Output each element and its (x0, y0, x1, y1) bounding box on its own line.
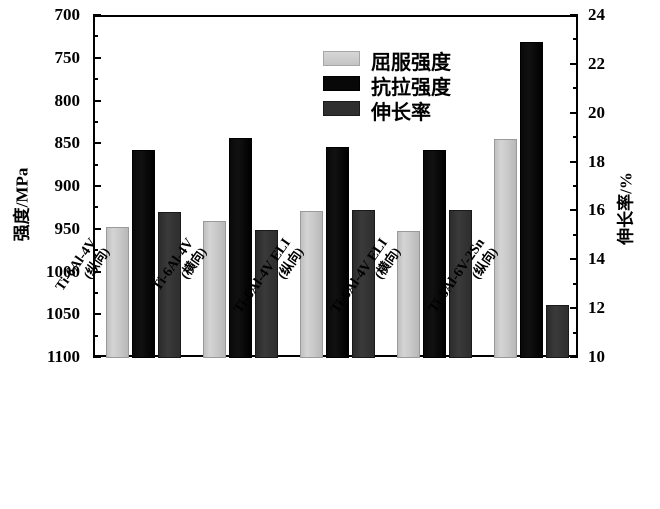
y-minor-tick-left (93, 120, 98, 123)
y-minor-tick-left (93, 334, 98, 337)
y-minor-tick-right (573, 331, 578, 334)
y-tick-right (570, 209, 578, 212)
bar-yield-strength (300, 211, 323, 358)
y-minor-tick-right (573, 185, 578, 187)
bar-yield-strength (494, 139, 517, 358)
y-tick-label-left: 700 (54, 5, 81, 24)
tensile-swatch-icon (323, 76, 360, 91)
elongation-swatch-icon (323, 101, 360, 116)
bar-tensile-strength (229, 138, 252, 358)
y-tick-label-right: 20 (588, 102, 605, 122)
y-tick-left (93, 270, 101, 273)
y-tick-label-right: 14 (588, 249, 605, 269)
y-tick-left (93, 56, 101, 59)
y-minor-tick-right (573, 282, 578, 285)
y-minor-tick-left (93, 163, 98, 166)
bar-tensile-strength (326, 146, 349, 358)
y-tick-left (93, 227, 101, 230)
y-tick-left (93, 185, 101, 187)
bar-tensile-strength (423, 149, 446, 358)
y-tick-left (93, 356, 101, 358)
bar-elongation (546, 305, 569, 358)
y-tick-right (570, 356, 578, 358)
y-tick-label-left: 900 (54, 176, 81, 195)
bar-elongation (255, 229, 278, 358)
y-tick-label-right: 10 (588, 347, 605, 366)
y-minor-tick-right (573, 233, 578, 236)
y-axis-left-title: 强度/MPa (12, 167, 32, 242)
y-tick-label-left: 750 (54, 47, 81, 67)
yield-swatch-icon (323, 51, 360, 66)
y-minor-tick-left (93, 78, 98, 81)
y-minor-tick-right (573, 87, 578, 90)
y-tick-label-left: 850 (54, 133, 81, 153)
y-tick-label-left: 1100 (46, 347, 80, 366)
y-minor-tick-left (93, 291, 98, 294)
y-minor-tick-left (93, 249, 98, 252)
legend-label-elongation: 伸长率 (371, 100, 431, 124)
y-tick-left (93, 313, 101, 316)
y-tick-label-right: 22 (588, 53, 605, 73)
bar-yield-strength (397, 230, 420, 358)
y-tick-left (93, 142, 101, 145)
bar-yield-strength (106, 227, 129, 358)
legend-label-tensile: 抗拉强度 (371, 75, 451, 99)
y-tick-label-right: 24 (588, 5, 605, 24)
y-tick-label-left: 1000 (46, 261, 80, 281)
bar-yield-strength (203, 221, 226, 358)
bar-tensile-strength (520, 41, 543, 358)
y-tick-label-right: 18 (588, 151, 605, 171)
bar-elongation (158, 212, 181, 358)
y-tick-right (570, 307, 578, 310)
y-tick-label-left: 1050 (46, 304, 80, 324)
bar-tensile-strength (132, 149, 155, 358)
y-tick-right (570, 14, 578, 16)
y-tick-right (570, 258, 578, 261)
legend-label-yield: 屈服强度 (371, 50, 451, 74)
y-tick-right (570, 62, 578, 65)
y-tick-label-right: 12 (588, 298, 605, 318)
y-tick-right (570, 160, 578, 163)
y-tick-left (93, 99, 101, 102)
y-tick-label-left: 800 (54, 90, 81, 110)
y-tick-label-right: 16 (588, 200, 605, 220)
y-tick-left (93, 14, 101, 16)
bar-elongation (449, 209, 472, 358)
y-minor-tick-left (93, 206, 98, 209)
y-tick-label-left: 950 (54, 218, 81, 238)
bar-elongation (352, 209, 375, 358)
y-minor-tick-right (573, 136, 578, 139)
y-minor-tick-left (93, 35, 98, 38)
plot-area: 屈服强度 抗拉强度 伸长率 (93, 15, 578, 358)
y-tick-right (570, 111, 578, 114)
y-minor-tick-right (573, 38, 578, 41)
